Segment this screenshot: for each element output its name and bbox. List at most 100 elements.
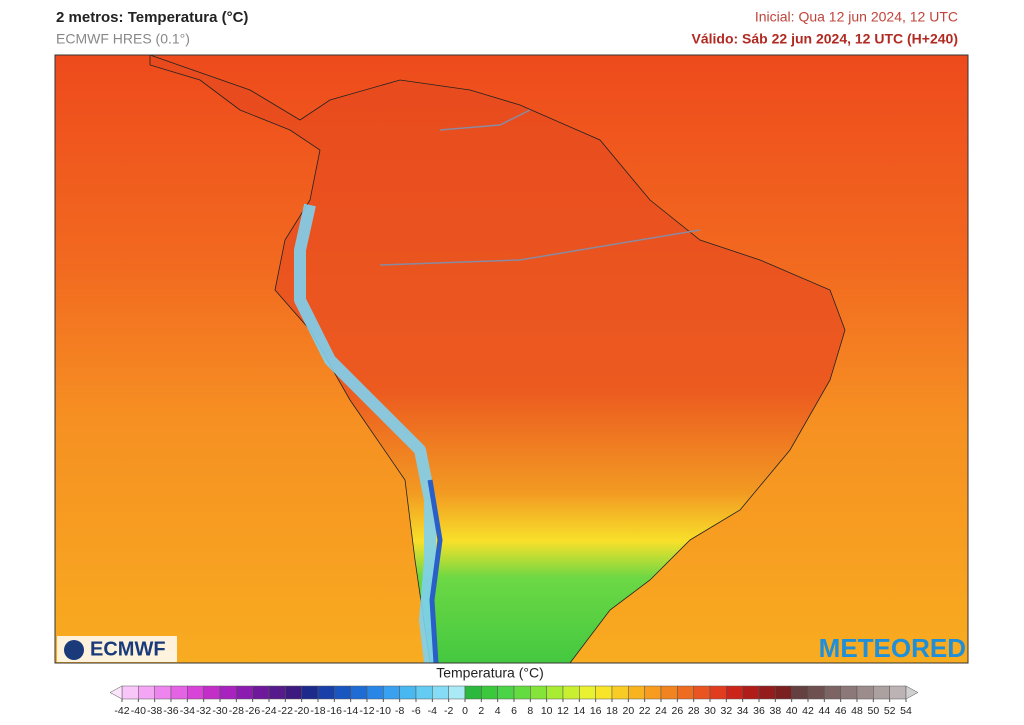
river xyxy=(379,229,701,266)
colorbar-segment xyxy=(317,685,335,700)
andes xyxy=(294,203,436,663)
map xyxy=(55,55,968,663)
colorbar-tick-label: -32 xyxy=(196,705,211,717)
colorbar-segment xyxy=(644,685,662,700)
colorbar-tick-label: 10 xyxy=(541,705,553,717)
colorbar-segment xyxy=(219,685,237,700)
colorbar-segment xyxy=(170,685,188,700)
colorbar-tick-label: -16 xyxy=(327,705,342,717)
colorbar-segment xyxy=(236,685,253,700)
colorbar-tick-label: 52 xyxy=(884,705,896,717)
colorbar-segment xyxy=(432,685,449,700)
colorbar-segment xyxy=(350,685,368,700)
continent xyxy=(149,55,846,663)
colorbar-tick-label: 16 xyxy=(590,705,602,717)
colorbar-segment xyxy=(546,685,564,700)
colorbar-tick-label: -24 xyxy=(261,705,276,717)
colorbar-tick-label: 42 xyxy=(802,705,814,717)
colorbar-tick-label: -22 xyxy=(278,705,293,717)
colorbar-tick-label: 48 xyxy=(851,705,863,717)
colorbar-segment xyxy=(334,685,351,700)
colorbar-segment xyxy=(203,685,221,700)
colorbar-high xyxy=(905,685,919,700)
colorbar-tick-label: 26 xyxy=(671,705,683,717)
colorbar-tick-label: -42 xyxy=(114,705,129,717)
colorbar-segment xyxy=(660,685,678,700)
colorbar-tick-label: -36 xyxy=(163,705,178,717)
colorbar-tick-label: -20 xyxy=(294,705,309,717)
colorbar-segment xyxy=(530,685,547,700)
colorbar-segment xyxy=(595,685,613,700)
colorbar-tick-label: 38 xyxy=(769,705,781,717)
colorbar-segment xyxy=(252,685,270,700)
colorbar-tick-label: -10 xyxy=(376,705,391,717)
colorbar-tick-label: -8 xyxy=(395,705,404,717)
colorbar-tick-label: -6 xyxy=(411,705,420,717)
colorbar-segment xyxy=(464,685,482,700)
logo-meteored: METEORED xyxy=(819,633,966,663)
initial-time: Inicial: Qua 12 jun 2024, 12 UTC xyxy=(755,9,958,25)
colorbar-tick-label: -30 xyxy=(212,705,227,717)
colorbar-segment xyxy=(791,685,809,700)
colorbar-segment xyxy=(268,685,286,700)
colorbar-tick-label: 6 xyxy=(511,705,517,717)
colorbar-tick-label: 4 xyxy=(495,705,501,717)
colorbar-segment xyxy=(677,685,694,700)
colorbar-tick-label: 22 xyxy=(639,705,651,717)
valid-time: Válido: Sáb 22 jun 2024, 12 UTC (H+240) xyxy=(692,31,959,47)
colorbar-tick-label: 0 xyxy=(462,705,468,717)
colorbar-segment xyxy=(497,685,515,700)
colorbar-segment xyxy=(513,685,531,700)
colorbar-tick-label: 20 xyxy=(622,705,634,717)
colorbar-tick-label: -34 xyxy=(180,705,195,717)
colorbar-title: Temperatura (°C) xyxy=(436,665,544,681)
colorbar-tick-label: -38 xyxy=(147,705,162,717)
colorbar-segment xyxy=(758,685,776,700)
colorbar-tick-label: 2 xyxy=(478,705,484,717)
colorbar-segment xyxy=(138,685,155,700)
colorbar-segment xyxy=(775,685,792,700)
colorbar-tick-label: 32 xyxy=(720,705,732,717)
andes-cold xyxy=(427,479,443,663)
colorbar-tick-label: 8 xyxy=(527,705,533,717)
colorbar-segment xyxy=(562,685,580,700)
colorbar-segment xyxy=(889,685,907,700)
colorbar-segment xyxy=(856,685,874,700)
colorbar-segment xyxy=(383,685,400,700)
colorbar-tick-label: -12 xyxy=(359,705,374,717)
colorbar-tick-label: -4 xyxy=(428,705,437,717)
colorbar-tick-label: 30 xyxy=(704,705,716,717)
colorbar-segment xyxy=(301,685,319,700)
colorbar-segment xyxy=(579,685,596,700)
colorbar-segment xyxy=(415,685,433,700)
colorbar-segment xyxy=(840,685,858,700)
colorbar-segment xyxy=(611,685,629,700)
colorbar-segment xyxy=(399,685,417,700)
colorbar-segment xyxy=(824,685,841,700)
colorbar-tick-label: 12 xyxy=(557,705,569,717)
subtitle: ECMWF HRES (0.1°) xyxy=(56,31,190,47)
colorbar-segment xyxy=(693,685,711,700)
colorbar-low xyxy=(109,685,123,700)
logo-ecmwf: ECMWF xyxy=(90,638,166,660)
colorbar-tick-label: 36 xyxy=(753,705,765,717)
colorbar-tick-label: -28 xyxy=(229,705,244,717)
colorbar-segment xyxy=(742,685,760,700)
colorbar-segment xyxy=(448,685,466,700)
colorbar-tick-label: 54 xyxy=(900,705,912,717)
river xyxy=(439,109,531,131)
colorbar-segment xyxy=(726,685,743,700)
colorbar-segment xyxy=(187,685,204,700)
colorbar-tick-label: 14 xyxy=(573,705,585,717)
colorbar-segment xyxy=(366,685,384,700)
colorbar-tick-label: 40 xyxy=(786,705,798,717)
colorbar-tick-label: -40 xyxy=(131,705,146,717)
colorbar-segment xyxy=(285,685,302,700)
colorbar-tick-label: -2 xyxy=(444,705,453,717)
colorbar-segment xyxy=(807,685,825,700)
colorbar-tick-label: 24 xyxy=(655,705,667,717)
colorbar-tick-label: 28 xyxy=(688,705,700,717)
colorbar-segment xyxy=(873,685,890,700)
colorbar-segment xyxy=(628,685,645,700)
colorbar-tick-label: 46 xyxy=(835,705,847,717)
